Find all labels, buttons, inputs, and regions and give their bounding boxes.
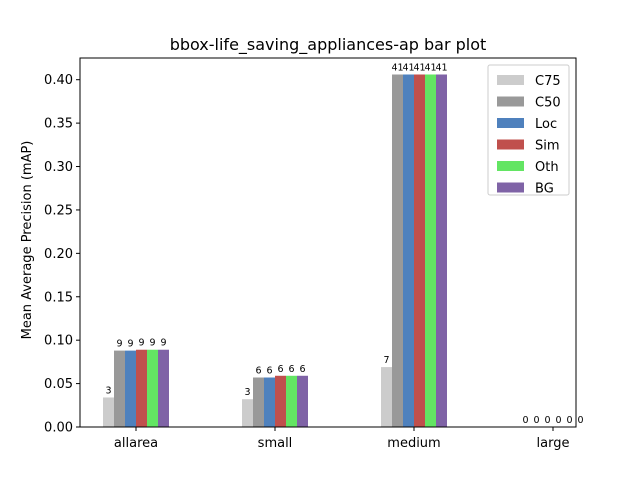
y-tick-label: 0.10 [44, 334, 73, 349]
bar-bg-small [297, 375, 308, 427]
legend-swatch-loc [497, 118, 524, 128]
bar-value-label-loc-small: 6 [266, 366, 272, 377]
bar-bg-allarea [158, 349, 169, 427]
x-tick-label-small: small [258, 436, 293, 451]
bar-value-label-loc-large: 0 [544, 415, 550, 426]
bar-oth-small [286, 375, 297, 427]
bar-value-label-c50-small: 6 [255, 366, 261, 377]
legend: C75 C50 Loc Sim Oth BG [487, 64, 570, 197]
legend-label-bg: BG [535, 182, 554, 197]
x-tick-label-large: large [537, 436, 570, 451]
bar-oth-medium [425, 74, 436, 428]
bar-oth-allarea [147, 349, 158, 427]
chart-title: bbox-life_saving_appliances-ap bar plot [170, 35, 487, 55]
bar-value-label-loc-allarea: 9 [127, 339, 133, 350]
bar-loc-medium [403, 74, 414, 428]
bar-value-label-sim-medium: 41 [413, 62, 425, 73]
legend-label-sim: Sim [535, 139, 560, 154]
bar-value-label-sim-small: 6 [277, 364, 283, 375]
bar-value-label-oth-allarea: 9 [149, 338, 155, 349]
legend-swatch-sim [497, 139, 524, 150]
bar-c75-allarea [103, 397, 114, 427]
y-tick-label: 0.30 [44, 160, 73, 175]
y-tick-label: 0.40 [44, 73, 73, 88]
x-tick-label-allarea: allarea [114, 436, 158, 451]
bar-value-label-bg-medium: 41 [435, 62, 447, 73]
bar-value-label-oth-large: 0 [566, 415, 572, 426]
legend-swatch-c75 [497, 75, 524, 85]
bar-value-label-sim-large: 0 [555, 415, 561, 426]
bars-group [103, 74, 447, 428]
y-tick-label: 0.25 [44, 203, 73, 218]
y-tick-label: 0.20 [44, 247, 73, 262]
y-axis-ticks: 0.00 0.05 0.10 0.15 0.20 0.25 0.30 0.35 0.40 [44, 73, 80, 436]
y-tick-label: 0.00 [44, 421, 73, 436]
bar-c75-small [242, 399, 253, 427]
bar-bg-medium [436, 74, 447, 428]
bar-sim-small [275, 375, 286, 427]
bar-value-label-c75-medium: 7 [383, 355, 389, 366]
bar-value-label-c75-small: 3 [244, 387, 250, 398]
legend-swatch-c50 [497, 96, 524, 107]
legend-label-c75: C75 [535, 74, 561, 89]
bar-value-label-oth-medium: 41 [424, 62, 436, 73]
y-tick-label: 0.15 [44, 290, 73, 305]
bar-c50-medium [392, 74, 403, 428]
bar-c50-allarea [114, 350, 125, 427]
legend-label-c50: C50 [535, 96, 561, 111]
y-tick-label: 0.05 [44, 377, 73, 392]
bar-loc-small [264, 377, 275, 427]
y-axis-label: Mean Average Precision (mAP) [20, 141, 35, 340]
bar-value-label-oth-small: 6 [288, 364, 294, 375]
bar-c50-small [253, 377, 264, 427]
bar-value-label-bg-allarea: 9 [160, 338, 166, 349]
bar-value-label-c50-large: 0 [533, 415, 539, 426]
bar-value-label-c50-allarea: 9 [116, 339, 122, 350]
plot-frame [79, 57, 577, 428]
bar-sim-medium [414, 74, 425, 428]
bar-value-label-sim-allarea: 9 [138, 338, 144, 349]
legend-swatch-oth [497, 161, 524, 171]
y-tick-label: 0.35 [44, 117, 73, 132]
bar-sim-allarea [136, 349, 147, 427]
bar-value-label-c75-allarea: 3 [105, 385, 111, 396]
bar-value-label-bg-large: 0 [577, 415, 583, 426]
bar-value-label-c50-medium: 41 [391, 62, 403, 73]
bar-c75-medium [381, 367, 392, 427]
legend-swatch-bg [497, 182, 524, 193]
bar-value-label-bg-small: 6 [299, 364, 305, 375]
bar-value-label-loc-medium: 41 [402, 62, 414, 73]
bar-loc-allarea [125, 350, 136, 427]
x-axis-ticks: allarea small medium large [114, 427, 570, 451]
x-tick-label-medium: medium [387, 436, 440, 451]
bar-value-label-c75-large: 0 [522, 415, 528, 426]
legend-label-oth: Oth [535, 160, 559, 175]
legend-label-loc: Loc [535, 117, 557, 132]
